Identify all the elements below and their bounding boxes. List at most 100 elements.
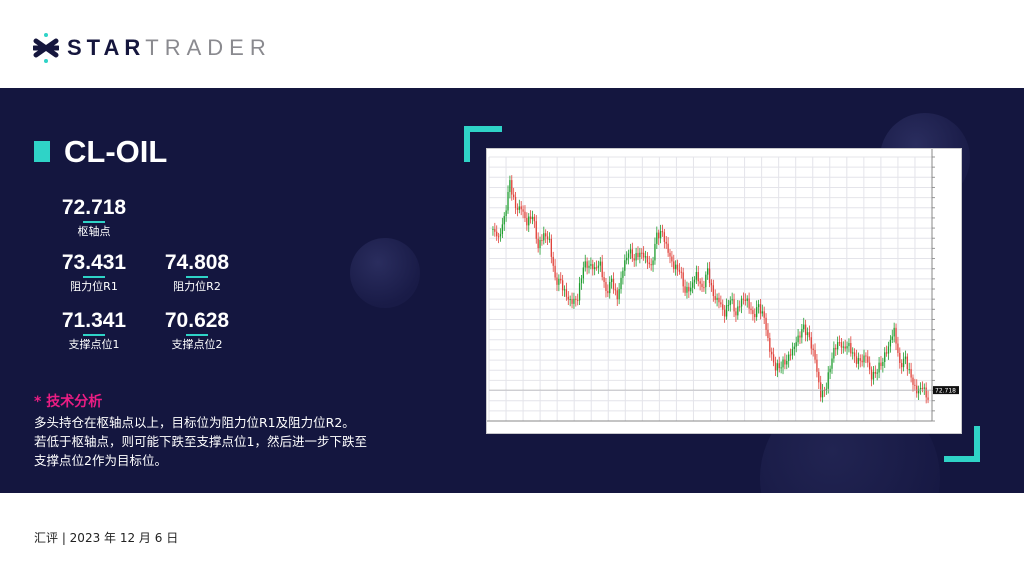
candle-body xyxy=(629,249,632,254)
candle-body xyxy=(869,362,871,370)
candle-body xyxy=(876,372,878,374)
level-label: 支撑点位1 xyxy=(68,338,120,351)
candle-body xyxy=(669,252,671,257)
level-value: 70.628 xyxy=(164,309,230,332)
candle-body xyxy=(808,332,811,338)
candle-body xyxy=(921,387,924,389)
candle-body xyxy=(901,363,903,368)
candle-body xyxy=(691,282,694,288)
candle-body xyxy=(563,289,566,291)
current-price-label: 72.718 xyxy=(935,388,956,395)
candle-body xyxy=(831,358,833,369)
candle-body xyxy=(723,309,726,317)
candle-body xyxy=(705,274,707,288)
header: STARTRADER xyxy=(0,0,1024,88)
candle-body xyxy=(784,359,786,365)
candle-body xyxy=(774,362,777,371)
candle-body xyxy=(855,356,858,364)
analysis-line: 多头持仓在枢轴点以上，目标位为阻力位R1及阻力位R2。 xyxy=(34,415,355,430)
candle-body xyxy=(870,369,873,380)
candle-body xyxy=(778,363,780,369)
candle-body xyxy=(908,369,910,371)
candle-body xyxy=(522,209,524,212)
price-chart: 72.718 xyxy=(486,148,962,434)
candle-body xyxy=(763,311,765,318)
candle-body xyxy=(501,224,504,235)
candle-body xyxy=(648,262,650,265)
candle-body xyxy=(818,371,820,383)
candle-body xyxy=(914,384,916,386)
candle-body xyxy=(716,297,718,300)
level-label: 阻力位R2 xyxy=(173,280,221,293)
candle-body xyxy=(561,280,564,291)
candle-body xyxy=(829,368,831,373)
candle-body xyxy=(682,272,684,287)
pivot-level: 72.718 枢轴点 xyxy=(58,196,130,239)
candle-body xyxy=(610,278,613,282)
candle-body xyxy=(624,260,626,271)
candle-body xyxy=(765,317,767,330)
candle-body xyxy=(850,343,852,354)
candle-body xyxy=(507,192,509,211)
candle-body xyxy=(722,304,724,310)
candle-body xyxy=(526,218,528,226)
candle-body xyxy=(631,249,633,259)
candle-body xyxy=(686,286,688,293)
candle-body xyxy=(620,277,622,290)
candle-body xyxy=(842,346,844,348)
candle-body xyxy=(663,232,666,242)
level-label: 支撑点位2 xyxy=(171,338,223,351)
candle-body xyxy=(746,298,748,301)
candle-body xyxy=(893,327,895,337)
candle-body xyxy=(571,299,573,304)
candle-body xyxy=(853,352,856,357)
candle-body xyxy=(577,299,579,301)
candle-body xyxy=(801,329,803,338)
candle-body xyxy=(840,342,843,348)
candle-body xyxy=(739,306,741,308)
candle-body xyxy=(880,362,882,367)
candle-body xyxy=(897,343,899,353)
candle-body xyxy=(513,194,515,197)
candle-body xyxy=(560,278,562,281)
candle-body xyxy=(693,279,696,283)
candle-body xyxy=(599,261,601,266)
level-label: 阻力位R1 xyxy=(70,280,118,293)
candle-body xyxy=(884,352,886,362)
candle-body xyxy=(494,229,496,232)
candle-body xyxy=(923,387,925,389)
candle-body xyxy=(665,241,667,244)
candle-body xyxy=(667,243,669,253)
candle-body xyxy=(791,348,794,356)
candle-body xyxy=(906,356,908,370)
candle-body xyxy=(859,358,861,361)
candle-body xyxy=(797,335,799,343)
candle-body xyxy=(925,387,927,398)
candle-body xyxy=(767,329,769,338)
candle-body xyxy=(578,283,581,301)
candle-body xyxy=(737,306,739,316)
candle-body xyxy=(552,256,554,266)
candle-body xyxy=(821,390,824,398)
logo-text-star: STAR xyxy=(67,35,146,60)
candle-body xyxy=(541,239,543,241)
current-price-tag xyxy=(933,386,959,395)
candle-body xyxy=(827,372,829,389)
candle-body xyxy=(533,216,536,222)
candle-body xyxy=(518,206,520,210)
candle-body xyxy=(916,385,918,394)
candle-body xyxy=(712,285,714,297)
candle-body xyxy=(516,207,519,210)
candle-body xyxy=(786,360,788,365)
logo-text-trader: TRADER xyxy=(145,35,272,60)
level-value: 74.808 xyxy=(164,251,230,274)
candle-body xyxy=(593,267,596,270)
candle-body xyxy=(618,289,620,300)
candle-body xyxy=(927,397,929,400)
candle-body xyxy=(793,346,795,349)
candle-body xyxy=(899,352,901,364)
candle-body xyxy=(690,287,692,292)
candle-body xyxy=(857,358,860,364)
candle-body xyxy=(742,298,745,300)
candle-body xyxy=(582,267,585,279)
